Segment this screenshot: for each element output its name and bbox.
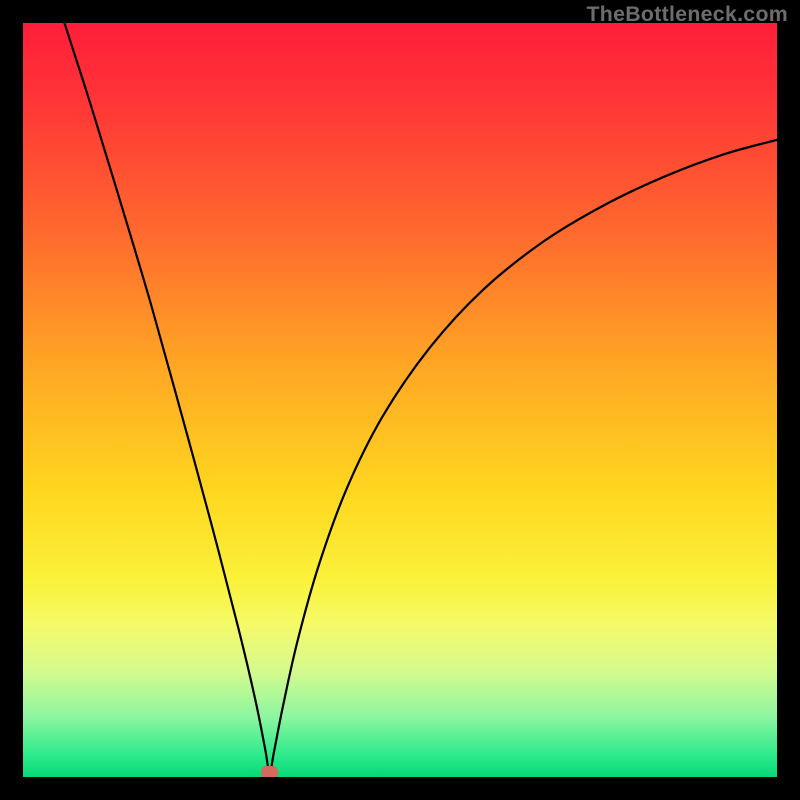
bottleneck-chart bbox=[0, 0, 800, 800]
plot-background-gradient bbox=[23, 23, 777, 777]
watermark-text: TheBottleneck.com bbox=[586, 2, 788, 27]
chart-stage: TheBottleneck.com bbox=[0, 0, 800, 800]
optimal-marker bbox=[262, 766, 278, 778]
